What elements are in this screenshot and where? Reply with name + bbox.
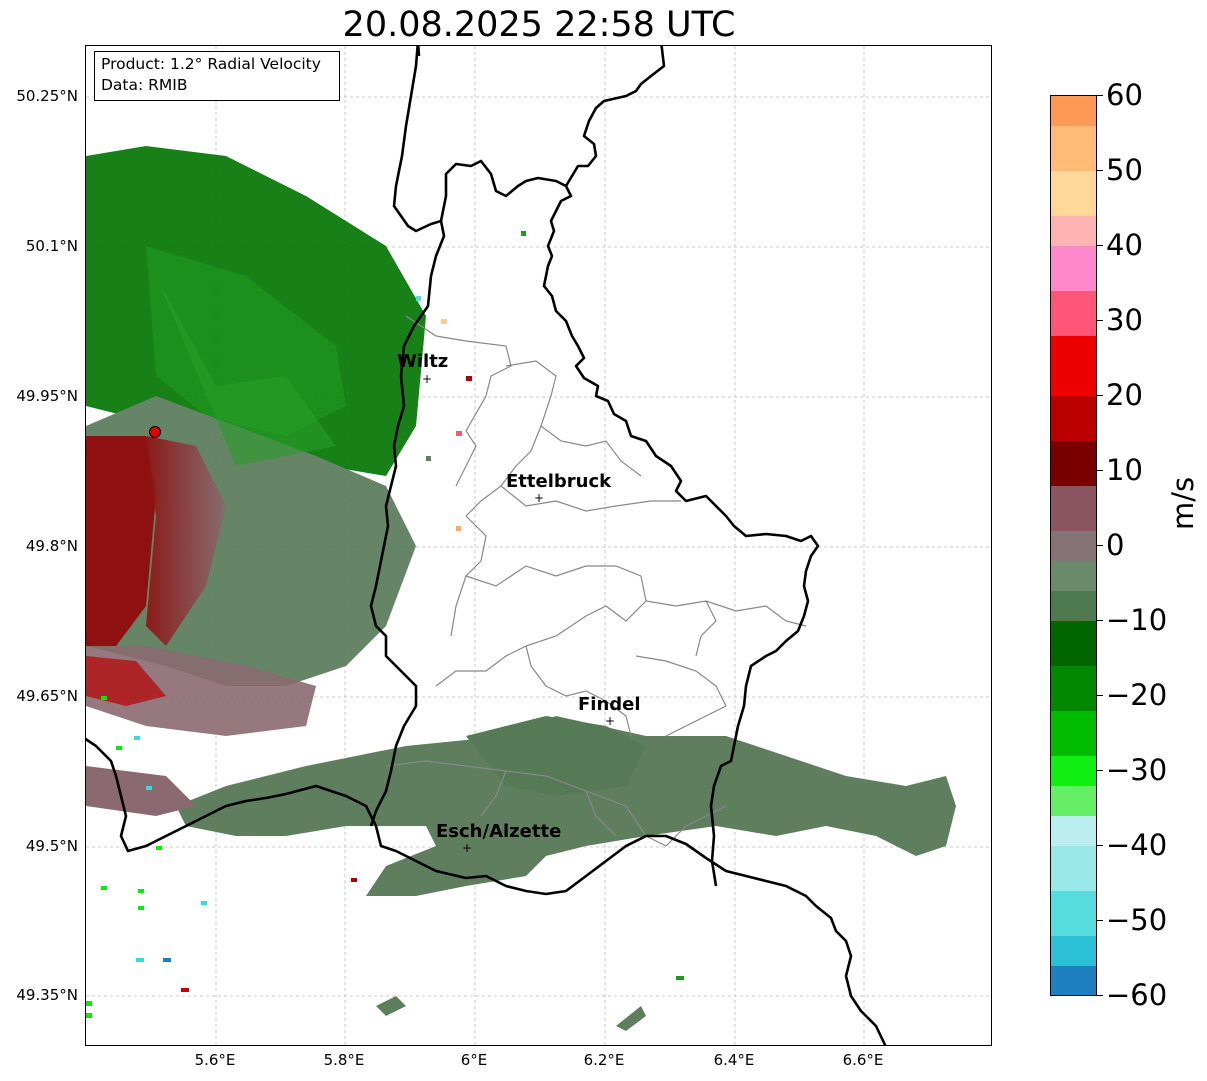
colorbar-tick-label: −50 — [1106, 903, 1168, 937]
colorbar-tick — [1097, 470, 1103, 471]
colorbar-tick — [1097, 95, 1103, 96]
colorbar-gradient — [1051, 96, 1096, 995]
colorbar-tick-label: 50 — [1106, 153, 1143, 187]
colorbar-tick-label: 30 — [1106, 303, 1143, 337]
city-label-ettelbruck: Ettelbruck — [506, 471, 612, 492]
canton-boundaries — [385, 315, 807, 847]
city-marker-icon: + — [534, 491, 545, 505]
lat-tick-label: 50.1°N — [25, 237, 78, 255]
colorbar-unit-label: m/s — [1166, 476, 1200, 530]
city-marker-icon: + — [605, 714, 616, 728]
radar-echoes-scattered — [86, 231, 684, 1018]
lat-tick-label: 49.5°N — [25, 837, 78, 855]
city-label-esch-alzette: Esch/Alzette — [436, 821, 562, 842]
map-title: 20.08.2025 22:58 UTC — [342, 5, 736, 45]
radar-echoes-south-band — [86, 716, 956, 1031]
product-label: Product: 1.2° Radial Velocity — [101, 55, 321, 73]
city-marker-icon: + — [462, 841, 473, 855]
lon-tick-label: 6.4°E — [713, 1051, 755, 1069]
colorbar-tick-label: −30 — [1106, 753, 1168, 787]
lat-tick-label: 49.8°N — [25, 537, 78, 555]
city-label-findel: Findel — [578, 694, 641, 715]
colorbar-tick-label: 20 — [1106, 378, 1143, 412]
colorbar-tick — [1097, 170, 1103, 171]
lon-tick-label: 5.6°E — [194, 1051, 236, 1069]
national-borders — [86, 46, 887, 1045]
colorbar-tick-label: −10 — [1106, 603, 1168, 637]
colorbar-tick — [1097, 770, 1103, 771]
colorbar-tick-label: −60 — [1106, 978, 1168, 1012]
colorbar-tick — [1097, 845, 1103, 846]
colorbar-tick-label: 40 — [1106, 228, 1143, 262]
city-label-wiltz: Wiltz — [397, 351, 449, 372]
radar-map-canvas — [86, 46, 991, 1045]
lat-tick-label: 49.95°N — [16, 387, 78, 405]
lon-tick-label: 6.6°E — [842, 1051, 884, 1069]
colorbar-tick-label: 10 — [1106, 453, 1143, 487]
colorbar-tick — [1097, 545, 1103, 546]
colorbar-tick — [1097, 620, 1103, 621]
colorbar-tick-label: 60 — [1106, 78, 1143, 112]
colorbar-tick — [1097, 395, 1103, 396]
data-source-label: Data: RMIB — [101, 76, 188, 94]
lon-tick-label: 5.8°E — [323, 1051, 365, 1069]
lat-tick-label: 49.65°N — [16, 687, 78, 705]
colorbar-tick — [1097, 695, 1103, 696]
colorbar-tick-label: −40 — [1106, 828, 1168, 862]
lon-tick-label: 6°E — [460, 1051, 488, 1069]
city-marker-icon: + — [422, 372, 433, 386]
product-info-box: Product: 1.2° Radial Velocity Data: RMIB — [94, 51, 340, 101]
lat-tick-label: 49.35°N — [16, 986, 78, 1004]
colorbar-tick — [1097, 245, 1103, 246]
velocity-colorbar — [1050, 95, 1097, 996]
lat-tick-label: 50.25°N — [16, 87, 78, 105]
colorbar-tick-label: −20 — [1106, 678, 1168, 712]
lon-tick-label: 6.2°E — [583, 1051, 625, 1069]
colorbar-tick — [1097, 995, 1103, 996]
colorbar-tick — [1097, 320, 1103, 321]
colorbar-tick-label: 0 — [1106, 528, 1125, 562]
radar-echoes-west — [86, 436, 316, 736]
colorbar-tick — [1097, 920, 1103, 921]
radar-site-marker — [149, 426, 161, 438]
radar-map-panel[interactable] — [85, 45, 992, 1046]
